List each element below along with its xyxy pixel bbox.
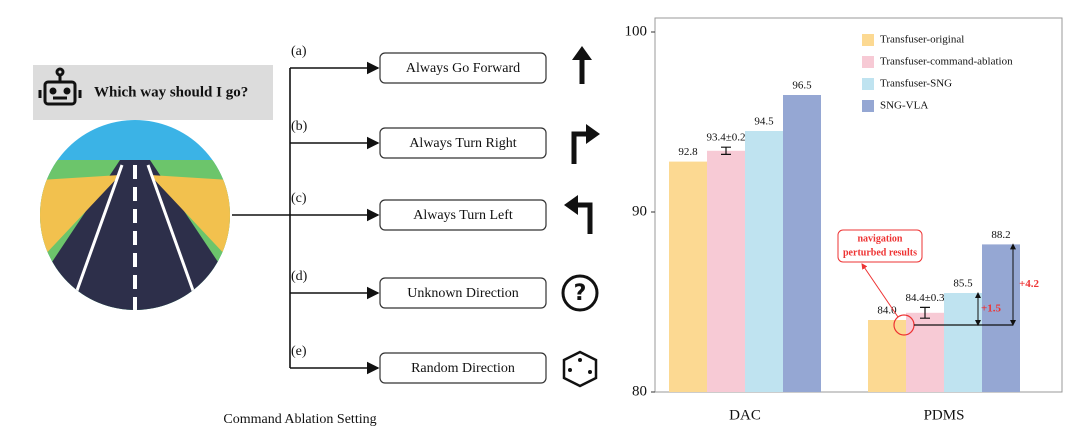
branch-tag: (b) — [291, 119, 308, 134]
value-label: 84.4±0.3 — [905, 292, 945, 304]
legend-label: Transfuser-command-ablation — [880, 56, 1013, 68]
legend-label: Transfuser-SNG — [880, 78, 952, 90]
error-bar — [920, 306, 930, 319]
branch-tag: (d) — [291, 269, 308, 284]
option-box — [379, 352, 547, 384]
option-box — [379, 277, 547, 309]
branch-tag: (c) — [291, 191, 307, 206]
x-tick-label: DAC — [729, 407, 761, 423]
y-tick-label: 90 — [632, 203, 647, 219]
note-box — [837, 229, 923, 263]
option-label: Unknown Direction — [407, 286, 519, 301]
value-label: 85.5 — [953, 278, 973, 290]
branch-tag: (a) — [291, 44, 307, 59]
bar — [944, 293, 982, 392]
option-label: Always Turn Right — [409, 136, 516, 151]
bar — [868, 320, 906, 392]
note-arrow — [861, 263, 899, 318]
gain-label: +4.2 — [1019, 278, 1040, 290]
bar — [906, 312, 944, 392]
chart: 80 90 100 92.8 84.0 93.4±0.2 84.4±0.3 94.5 85.5 9… — [625, 17, 1063, 423]
option-label: Always Turn Left — [413, 208, 513, 223]
x-tick-label: PDMS — [924, 407, 965, 423]
bar — [707, 150, 745, 392]
value-label: 92.8 — [678, 146, 698, 158]
value-label: 94.5 — [754, 116, 774, 128]
gain-label: +1.5 — [981, 303, 1002, 315]
legend-swatch — [862, 100, 874, 112]
legend-swatch — [862, 34, 874, 46]
error-bar — [721, 146, 731, 155]
bar — [669, 161, 707, 392]
option-box — [379, 127, 547, 159]
note-text: navigation — [857, 233, 902, 244]
value-label: 84.0 — [877, 305, 897, 317]
bar — [745, 131, 783, 392]
legend-swatch — [862, 56, 874, 68]
road-image — [40, 120, 230, 310]
option-box — [379, 52, 547, 84]
question: Which way should I go? — [94, 84, 248, 100]
bar — [982, 244, 1020, 392]
option-box — [379, 199, 547, 231]
bar — [783, 95, 821, 392]
legend-label: SNG-VLA — [880, 100, 928, 112]
legend-swatch — [862, 78, 874, 90]
plot-frame — [654, 17, 1063, 393]
value-label: 88.2 — [991, 229, 1010, 241]
robot-icon — [38, 67, 82, 106]
option-label: Always Go Forward — [406, 61, 520, 76]
legend-label: Transfuser-original — [880, 34, 964, 46]
caption: Command Ablation Setting — [223, 412, 376, 427]
branches: (a) Always Go Forward (b) Always Turn Right… — [290, 44, 547, 384]
question-box — [33, 65, 273, 120]
branch-tag: (e) — [291, 344, 307, 359]
option-label: Random Direction — [411, 361, 515, 376]
direction-icons: ? — [561, 46, 600, 388]
y-tick-label: 80 — [632, 383, 647, 399]
value-label: 93.4±0.2 — [706, 132, 745, 144]
svg-text:?: ? — [574, 281, 587, 306]
note-text: perturbed results — [843, 247, 917, 258]
diagram: Which way should I go? (a) Always Go Forw… — [33, 44, 600, 427]
value-label: 96.5 — [792, 80, 812, 92]
y-tick-label: 100 — [625, 23, 648, 39]
